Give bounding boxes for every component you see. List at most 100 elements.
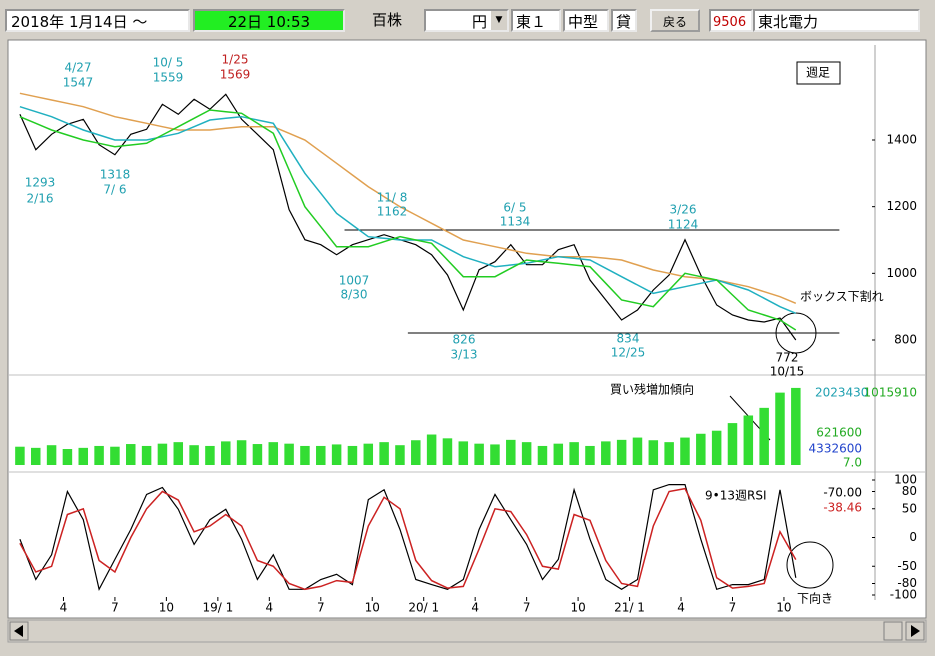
volume-label: 2023430 — [815, 386, 868, 400]
x-tick-label: 7 — [729, 601, 737, 615]
volume-bar — [775, 392, 785, 465]
extreme-date: 11/ 8 — [377, 191, 408, 205]
y-tick-label: 1200 — [886, 199, 917, 213]
x-tick-label: 4 — [60, 601, 68, 615]
volume-bar — [648, 440, 659, 465]
volume-bar — [506, 439, 516, 465]
extreme-date: 3/26 — [670, 203, 697, 217]
scroll-thumb[interactable] — [883, 621, 903, 641]
market: 東１ — [511, 9, 561, 32]
volume-bar — [411, 440, 421, 465]
volume-bar — [205, 445, 215, 465]
volume-bar — [110, 446, 120, 465]
annotation: 下向き — [797, 591, 833, 606]
volume-bar — [521, 442, 532, 465]
volume-bar — [395, 445, 405, 465]
y-tick-label: -80 — [897, 576, 917, 590]
arrow-icon — [14, 625, 23, 637]
date-to[interactable]: 22日 10:53 — [193, 9, 345, 32]
volume-bar — [157, 443, 168, 465]
extreme-date: 7/ 6 — [103, 183, 126, 197]
extreme-price: 834 — [617, 332, 640, 346]
extreme-date: 4/27 — [65, 61, 92, 75]
currency: 円 — [471, 13, 487, 31]
volume-bar — [268, 442, 279, 465]
series-line — [19, 105, 797, 314]
extreme-date: 10/ 5 — [153, 56, 184, 70]
volume-bar — [94, 445, 104, 465]
extreme-price: 1007 — [339, 274, 370, 288]
date-from[interactable]: 2018年 1月14日 ～ — [5, 9, 190, 32]
volume-bar — [474, 443, 484, 465]
y-tick-label: 1400 — [886, 133, 917, 147]
extreme-price: 1124 — [668, 218, 699, 232]
volume-bar — [632, 437, 643, 465]
currency-select[interactable]: 円 ▼ — [424, 9, 509, 32]
arrow-icon — [911, 625, 920, 637]
volume-bar — [537, 445, 548, 465]
volume-bar — [31, 447, 41, 465]
dropdown-arrow[interactable]: ▼ — [491, 11, 507, 30]
volume-bar — [680, 437, 690, 465]
extreme-date: 1/25 — [222, 53, 249, 67]
volume-bar — [426, 434, 437, 465]
extreme-price: 1134 — [500, 215, 531, 229]
volume-label: 1015910 — [864, 386, 917, 400]
rsi-current: -70.00 — [823, 486, 862, 500]
volume-label: 4332600 — [809, 442, 862, 456]
volume-bar — [46, 445, 57, 465]
x-tick-label: 10 — [570, 601, 585, 615]
volume-bar — [727, 423, 738, 465]
extreme-price: 772 — [776, 351, 799, 365]
volume-label: 621600 — [816, 426, 862, 440]
volume-bar — [743, 415, 754, 465]
series-line — [19, 484, 797, 592]
x-tick-label: 19/ 1 — [202, 601, 233, 615]
volume-bar — [126, 444, 136, 465]
y-tick-label: -50 — [897, 559, 917, 573]
extreme-price: 1293 — [25, 176, 56, 190]
lend: 貸 — [611, 9, 637, 32]
volume-bar — [173, 442, 184, 465]
volume-bar — [284, 443, 294, 465]
volume-bar — [553, 443, 564, 465]
volume-bar — [711, 430, 722, 465]
y-tick-label: 1000 — [886, 266, 917, 280]
stock-code[interactable]: 9506 — [709, 9, 753, 32]
x-tick-label: 10 — [776, 601, 791, 615]
volume-bar — [585, 445, 595, 465]
volume-bar — [236, 440, 247, 465]
extreme-date: 3/13 — [451, 348, 478, 362]
volume-bar — [363, 443, 374, 465]
volume-bar — [141, 445, 152, 465]
extreme-price: 1162 — [377, 205, 408, 219]
y-tick-label: 0 — [909, 530, 917, 544]
y-tick-label: 50 — [902, 501, 917, 515]
extreme-price: 826 — [453, 333, 476, 347]
unit: 百株 — [372, 11, 403, 29]
series-line — [19, 487, 797, 591]
extreme-date: 10/15 — [770, 365, 805, 379]
volume-bar — [696, 433, 706, 465]
volume-bar — [331, 444, 342, 465]
volume-bar — [316, 445, 326, 465]
extreme-price: 1559 — [153, 71, 184, 85]
y-tick-label: -100 — [890, 588, 917, 602]
volume-bar — [62, 449, 73, 465]
volume-bar — [221, 441, 231, 465]
annotation: ボックス下割れ — [800, 289, 884, 304]
extreme-price: 1547 — [63, 76, 94, 90]
back-button[interactable]: 戻る — [650, 9, 700, 32]
x-tick-label: 10 — [365, 601, 380, 615]
volume-bar — [791, 387, 801, 465]
volume-bar — [442, 438, 453, 465]
x-tick-label: 7 — [317, 601, 325, 615]
x-tick-label: 4 — [265, 601, 273, 615]
volume-bar — [300, 445, 310, 465]
volume-bar — [15, 446, 25, 465]
volume-bar — [759, 407, 769, 465]
volume-bar — [252, 444, 263, 465]
scrollbar[interactable] — [7, 619, 927, 643]
rsi-current: -38.46 — [823, 501, 862, 515]
